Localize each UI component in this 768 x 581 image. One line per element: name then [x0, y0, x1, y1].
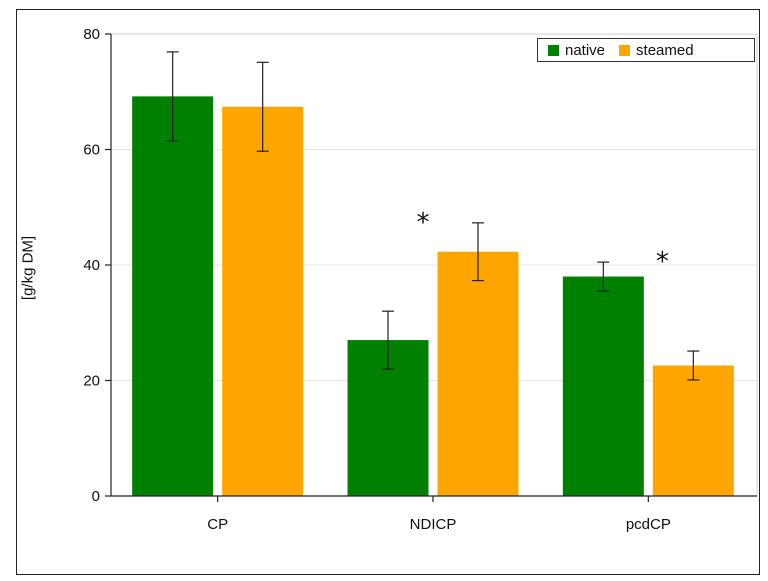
x-tick-label: NDICP [410, 516, 457, 533]
x-tick-label: pcdCP [626, 516, 671, 533]
legend-swatch-native [548, 44, 559, 56]
y-tick-label: 0 [92, 488, 100, 505]
y-tick-label: 60 [83, 142, 100, 159]
bar-steamed-pcdCP [652, 365, 734, 496]
legend: native steamed [537, 38, 755, 62]
y-axis-title: [g/kg DM] [19, 235, 37, 301]
legend-item-native: native [548, 42, 605, 59]
bar-native-pcdCP [562, 276, 644, 496]
bar-steamed-CP [222, 106, 304, 496]
y-tick-label: 20 [83, 373, 100, 390]
legend-label-native: native [565, 41, 606, 59]
y-tick-label: 80 [83, 26, 100, 43]
y-tick-label: 40 [83, 257, 100, 274]
x-tick-label: CP [207, 516, 228, 533]
legend-swatch-steamed [619, 44, 631, 56]
legend-label-steamed: steamed [636, 41, 694, 59]
legend-item-steamed: steamed [619, 42, 694, 59]
significance-marker-pcdCP: * [656, 247, 669, 277]
significance-marker-NDICP: * [417, 208, 430, 238]
bar-native-CP [132, 96, 214, 497]
bar-steamed-NDICP [437, 251, 519, 496]
